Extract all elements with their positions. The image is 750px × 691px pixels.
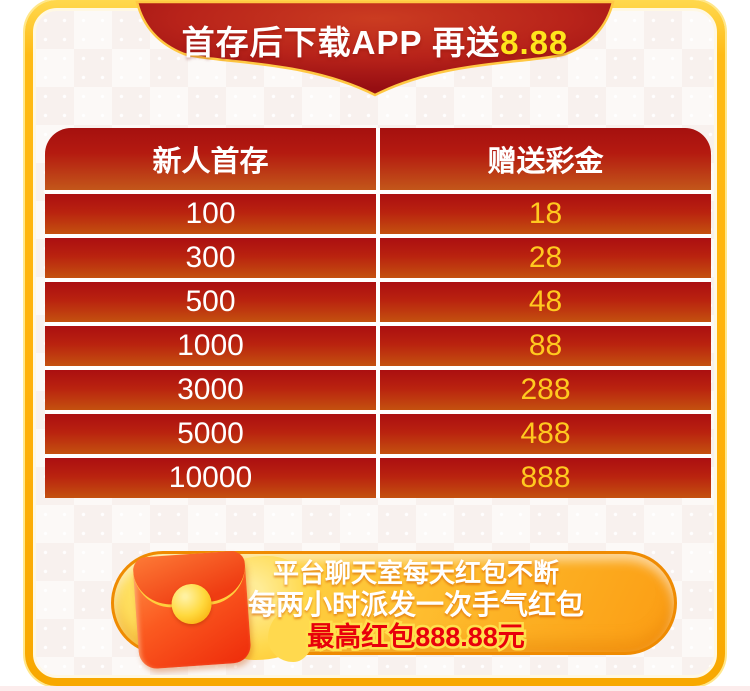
ribbon-title-main: 首存后下载APP 再送	[181, 24, 501, 61]
table-row: 10000 888	[45, 458, 711, 498]
bottom-page-strip	[0, 686, 750, 691]
table-header-deposit: 新人首存	[45, 128, 376, 190]
table-row: 1000 88	[45, 326, 711, 366]
bonus-amount-cell: 28	[380, 238, 711, 278]
red-envelope-icon	[118, 548, 322, 670]
ribbon-title: 首存后下载APP 再送8.88	[134, 16, 616, 64]
yellow-blob-small-decoration	[268, 610, 314, 662]
bonus-amount-cell: 48	[380, 282, 711, 322]
top-ribbon-banner: 首存后下载APP 再送8.88	[134, 0, 616, 102]
table-body: 100 18 300 28 500 48 1000 88 3000 288 5000 488 10000…	[45, 194, 711, 498]
promo-line-max-redpacket: 最高红包888.88元	[305, 620, 528, 655]
deposit-amount-cell: 300	[45, 238, 376, 278]
deposit-amount-cell: 5000	[45, 414, 376, 454]
ribbon-title-amount: 8.88	[500, 24, 569, 61]
table-row: 5000 488	[45, 414, 711, 454]
table-row: 300 28	[45, 238, 711, 278]
deposit-amount-cell: 10000	[45, 458, 376, 498]
deposit-amount-cell: 100	[45, 194, 376, 234]
deposit-amount-cell: 3000	[45, 370, 376, 410]
table-row: 100 18	[45, 194, 711, 234]
gold-frame: 新人首存 赠送彩金 100 18 300 28 500 48 1000 88 3000 288 50…	[25, 0, 725, 686]
promo-line-2: 每两小时派发一次手气红包	[247, 589, 584, 620]
promo-line-1: 平台聊天室每天红包不断	[272, 558, 559, 588]
table-row: 500 48	[45, 282, 711, 322]
table-header-row: 新人首存 赠送彩金	[45, 128, 711, 190]
bonus-amount-cell: 88	[380, 326, 711, 366]
bonus-amount-cell: 888	[380, 458, 711, 498]
deposit-amount-cell: 1000	[45, 326, 376, 366]
bonus-amount-cell: 18	[380, 194, 711, 234]
table-header-bonus: 赠送彩金	[380, 128, 711, 190]
red-envelope-body	[132, 550, 252, 670]
promo-text-block: 平台聊天室每天红包不断 每两小时派发一次手气红包 最高红包888.88元	[236, 558, 596, 655]
deposit-bonus-table: 新人首存 赠送彩金 100 18 300 28 500 48 1000 88 3000 288 50…	[45, 128, 711, 498]
ribbon-shape	[135, 0, 615, 97]
bonus-amount-cell: 488	[380, 414, 711, 454]
deposit-amount-cell: 500	[45, 282, 376, 322]
content-area: 新人首存 赠送彩金 100 18 300 28 500 48 1000 88 3000 288 50…	[33, 8, 717, 678]
bonus-amount-cell: 288	[380, 370, 711, 410]
table-row: 3000 288	[45, 370, 711, 410]
